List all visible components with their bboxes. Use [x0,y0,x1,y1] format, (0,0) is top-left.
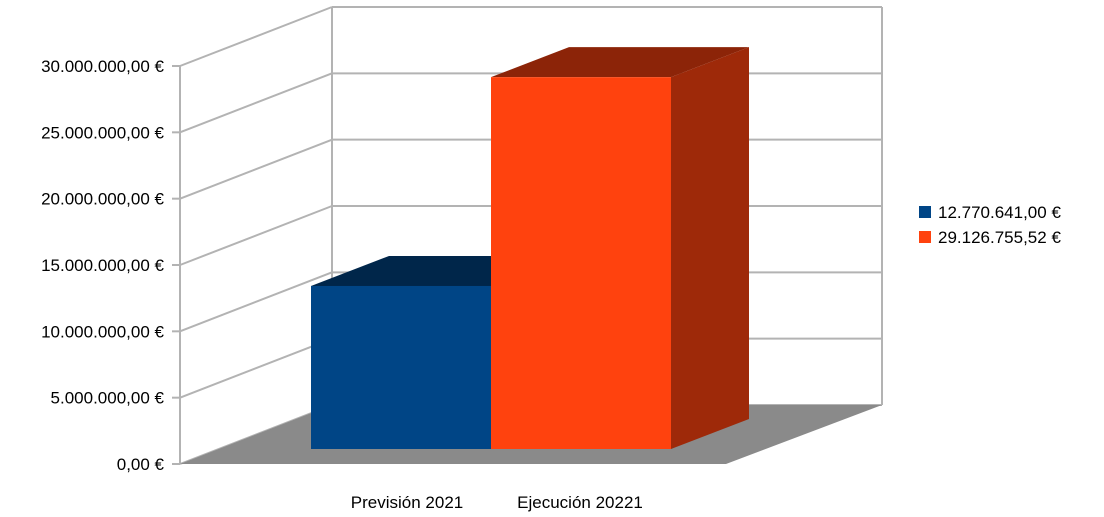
y-tick-label: 10.000.000,00 € [41,322,164,341]
legend-swatch [919,231,931,243]
y-tick-label: 30.000.000,00 € [41,57,164,76]
x-axis-labels: Previsión 2021 Ejecución 20221 [351,493,643,512]
y-tick-label: 20.000.000,00 € [41,190,164,209]
side-gridline [179,337,333,399]
legend: 12.770.641,00 € 29.126.755,52 € [919,203,1061,247]
y-tick-label: 25.000.000,00 € [41,123,164,142]
x-tick-label: Ejecución 20221 [517,493,643,512]
y-tick-label: 15.000.000,00 € [41,256,164,275]
side-gridline [179,138,333,200]
side-gridline [179,6,333,67]
x-tick-label: Previsión 2021 [351,493,463,512]
bars [311,47,749,449]
y-tick-label: 0,00 € [117,455,165,474]
legend-label: 12.770.641,00 € [938,203,1061,222]
side-gridline [179,271,333,333]
bar-top [491,47,749,78]
bar [311,285,491,449]
legend-label: 29.126.755,52 € [938,228,1061,247]
y-tick-label: 5.000.000,00 € [51,389,165,408]
legend-swatch [919,206,931,218]
bar-side [671,47,749,449]
y-axis-ticks: 0,00 € 5.000.000,00 € 10.000.000,00 € 15.00… [41,57,180,474]
side-gridline [179,205,333,266]
side-gridline [179,72,333,134]
bar [491,77,671,449]
